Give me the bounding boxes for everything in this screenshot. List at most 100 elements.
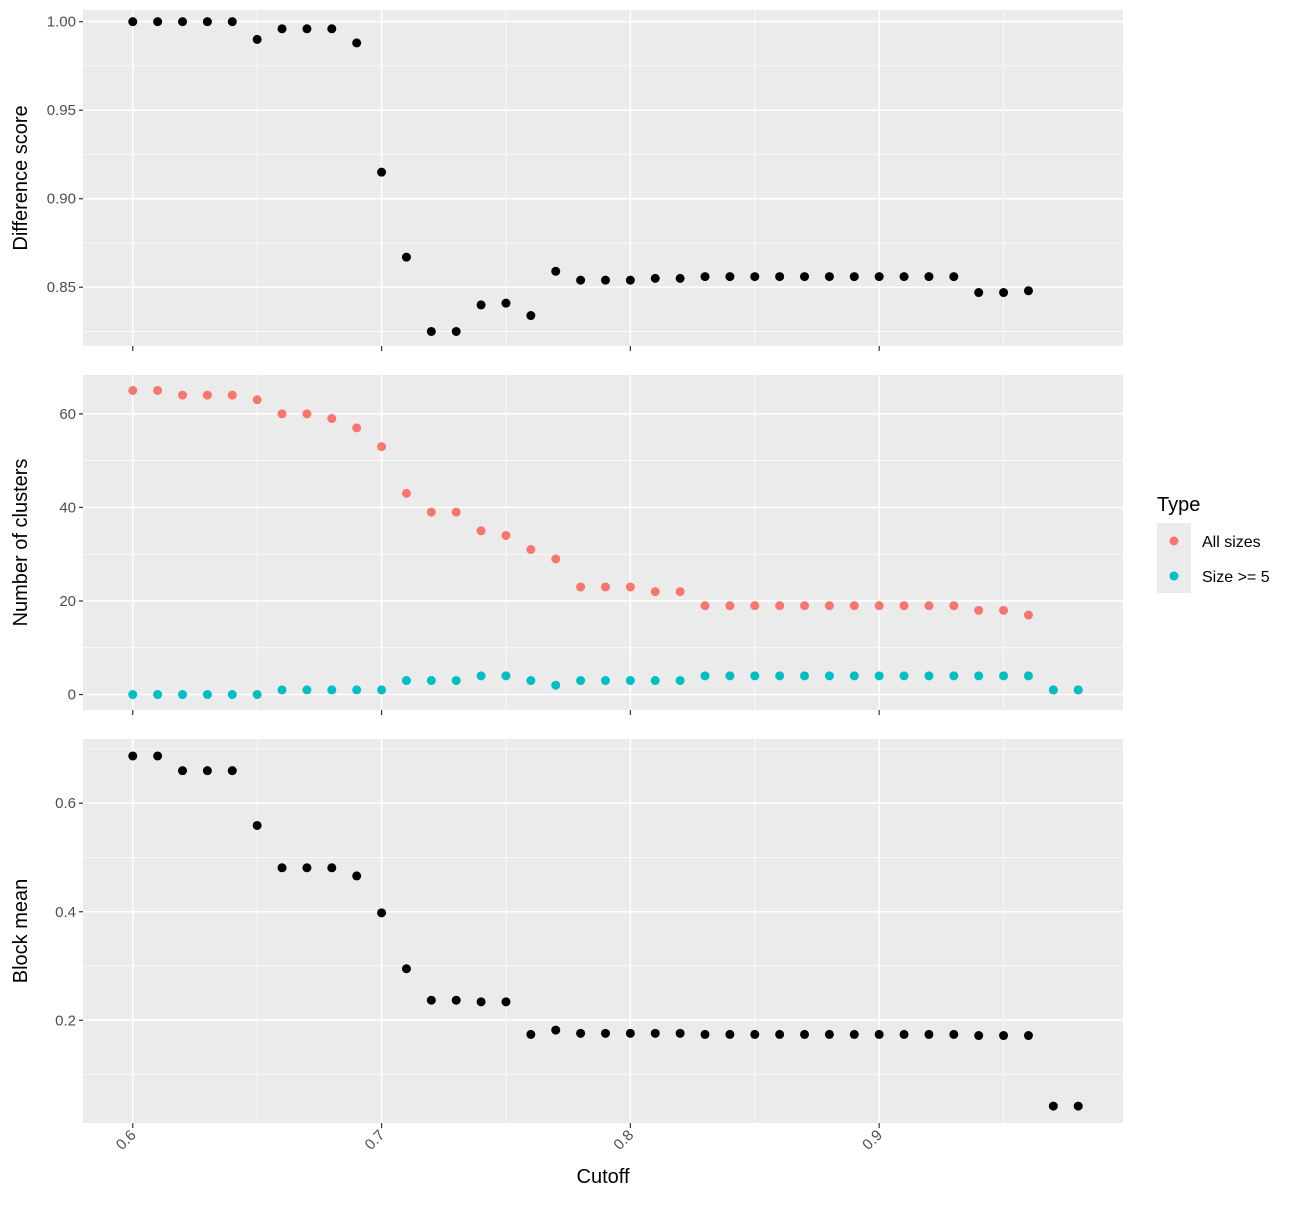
- legend-label-all-sizes: All sizes: [1202, 534, 1261, 551]
- data-point-series-2: [750, 671, 760, 681]
- data-point-series-1: [650, 587, 660, 597]
- data-point-series-1: [999, 288, 1009, 298]
- data-point-series-1: [302, 24, 312, 34]
- data-point-series-1: [426, 995, 436, 1005]
- data-point-series-1: [302, 863, 312, 873]
- y-tick-label: 1.00: [47, 14, 76, 31]
- legend-label-size-ge-5: Size >= 5: [1202, 569, 1270, 586]
- data-point-series-1: [625, 275, 635, 285]
- data-point-series-1: [874, 601, 884, 611]
- y-tick-label: 0: [68, 687, 76, 704]
- data-point-series-2: [377, 685, 387, 695]
- data-point-series-1: [277, 409, 287, 419]
- data-point-series-1: [824, 601, 834, 611]
- data-point-series-1: [277, 863, 287, 873]
- data-point-series-1: [849, 1029, 859, 1039]
- data-point-series-1: [849, 601, 859, 611]
- data-point-series-1: [551, 266, 561, 276]
- data-point-series-1: [451, 326, 461, 336]
- data-point-series-1: [974, 605, 984, 615]
- data-point-series-1: [949, 601, 959, 611]
- x-tick-label: 0.8: [610, 1127, 637, 1154]
- data-point-series-1: [252, 820, 262, 830]
- data-point-series-1: [153, 385, 163, 395]
- data-point-series-2: [128, 690, 138, 700]
- data-point-series-2: [924, 671, 934, 681]
- y-tick-label: 0.6: [55, 795, 76, 812]
- data-point-series-2: [999, 671, 1009, 681]
- data-point-series-1: [451, 995, 461, 1005]
- data-point-series-1: [401, 488, 411, 498]
- data-point-series-1: [849, 272, 859, 282]
- data-point-series-2: [824, 671, 834, 681]
- data-point-series-1: [949, 1029, 959, 1039]
- data-point-series-1: [476, 526, 486, 536]
- data-point-series-1: [700, 601, 710, 611]
- data-point-series-1: [1023, 1031, 1033, 1041]
- data-point-series-1: [476, 300, 486, 310]
- y-axis-title: Difference score: [10, 105, 32, 250]
- data-point-series-1: [451, 507, 461, 517]
- data-point-series-1: [874, 272, 884, 282]
- data-point-series-1: [352, 871, 362, 881]
- data-point-series-1: [775, 272, 785, 282]
- data-point-series-2: [526, 676, 536, 686]
- data-point-series-1: [426, 326, 436, 336]
- data-point-series-1: [501, 530, 511, 540]
- data-point-series-1: [750, 272, 760, 282]
- data-point-series-2: [1073, 685, 1083, 695]
- data-point-series-1: [1023, 610, 1033, 620]
- data-point-series-2: [501, 671, 511, 681]
- data-point-series-1: [153, 17, 163, 27]
- data-point-series-1: [600, 275, 610, 285]
- data-point-series-2: [675, 676, 685, 686]
- data-point-series-1: [1023, 286, 1033, 296]
- data-point-series-1: [824, 272, 834, 282]
- data-point-series-2: [202, 690, 212, 700]
- data-point-series-1: [227, 17, 237, 27]
- data-point-series-1: [800, 601, 810, 611]
- data-point-series-2: [899, 671, 909, 681]
- y-axis-title: Number of clusters: [10, 459, 32, 627]
- data-point-series-2: [625, 676, 635, 686]
- data-point-series-1: [600, 1028, 610, 1038]
- y-tick-label: 20: [59, 593, 76, 610]
- data-point-series-1: [202, 390, 212, 400]
- panels: 0.85 0.90 0.95 1.00 Difference score 0 20 40 60 N…: [10, 10, 1123, 1188]
- data-point-series-1: [750, 601, 760, 611]
- data-point-series-1: [625, 582, 635, 592]
- data-point-series-1: [128, 751, 138, 761]
- panel-3: 0.2 0.4 0.6 0.6 0.7 0.8 0.9 Block mean Cutoff: [10, 739, 1123, 1188]
- data-point-series-1: [700, 272, 710, 282]
- data-point-series-2: [600, 676, 610, 686]
- data-point-series-2: [551, 680, 561, 690]
- x-tick-label: 0.6: [113, 1127, 140, 1154]
- x-axis-title: Cutoff: [577, 1166, 630, 1188]
- y-tick-label: 0.85: [47, 279, 76, 296]
- data-point-series-2: [949, 671, 959, 681]
- y-tick-label: 0.4: [55, 904, 76, 921]
- data-point-series-1: [227, 766, 237, 776]
- data-point-series-1: [128, 17, 138, 27]
- data-point-series-1: [675, 587, 685, 597]
- data-point-series-1: [675, 273, 685, 283]
- y-axis-title: Block mean: [10, 879, 32, 984]
- data-point-series-1: [999, 605, 1009, 615]
- data-point-series-1: [576, 582, 586, 592]
- panel-2: 0 20 40 60 Number of clusters: [10, 375, 1123, 715]
- data-point-series-1: [526, 1029, 536, 1039]
- data-point-series-2: [178, 690, 188, 700]
- data-point-series-1: [178, 766, 188, 776]
- data-point-series-1: [775, 601, 785, 611]
- data-point-series-2: [451, 676, 461, 686]
- y-tick-label: 0.2: [55, 1012, 76, 1029]
- data-point-series-2: [700, 671, 710, 681]
- data-point-series-1: [128, 385, 138, 395]
- data-point-series-1: [302, 409, 312, 419]
- data-point-series-1: [401, 964, 411, 974]
- data-point-series-1: [750, 1029, 760, 1039]
- data-point-series-1: [576, 275, 586, 285]
- x-tick-label: 0.7: [362, 1127, 389, 1154]
- data-point-series-1: [153, 751, 163, 761]
